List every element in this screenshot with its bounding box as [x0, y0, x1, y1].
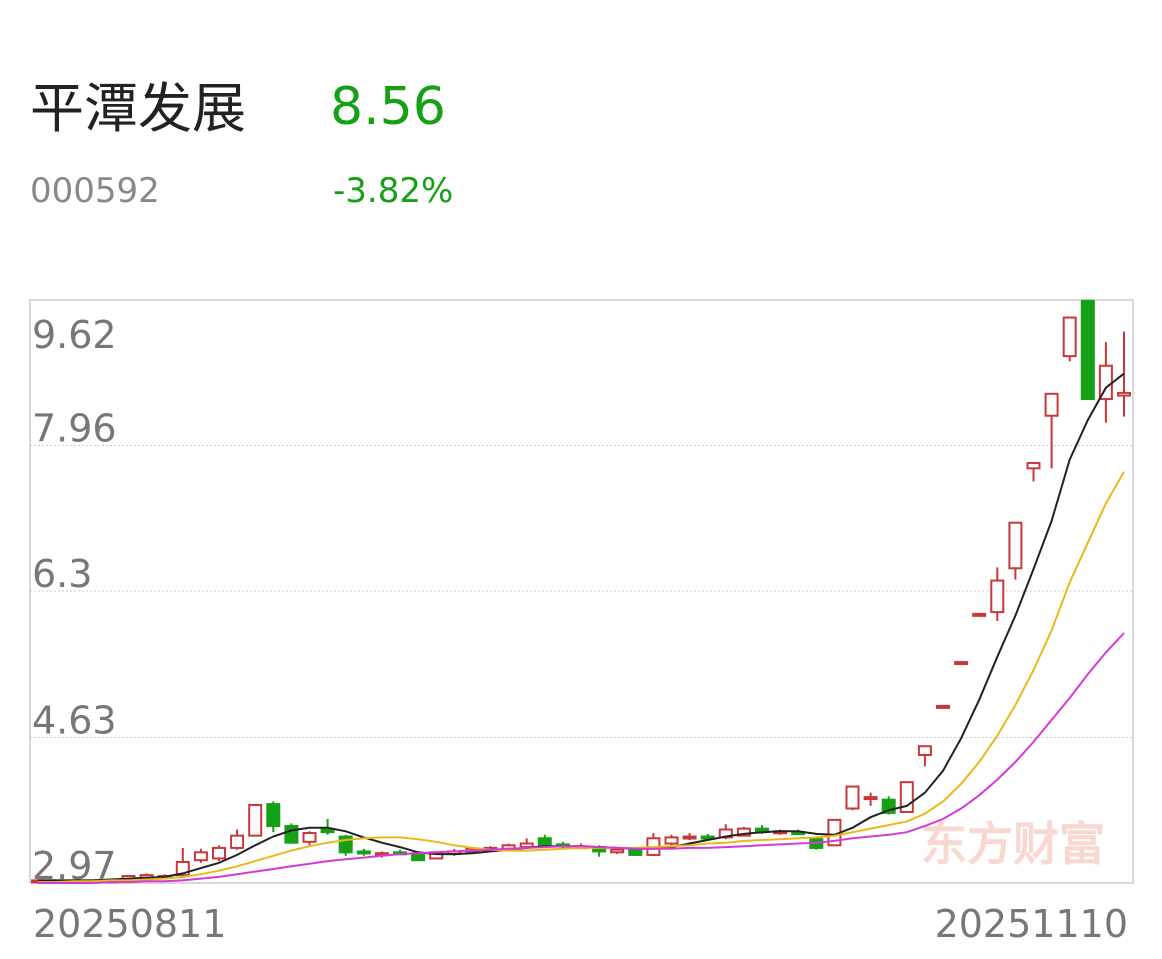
candle-body	[1026, 462, 1041, 470]
y-tick-label: 6.3	[32, 552, 92, 596]
candle-body	[320, 828, 335, 834]
candle-body	[954, 661, 969, 666]
candle-body	[1008, 521, 1023, 570]
candle-body	[193, 851, 208, 862]
y-tick-label: 4.63	[32, 698, 117, 742]
candle-body	[917, 745, 932, 757]
candle-body	[1044, 392, 1059, 417]
candle-body	[284, 825, 299, 844]
moving-average-line	[38, 632, 1125, 884]
candle-body	[537, 837, 552, 848]
candle-body	[990, 579, 1005, 614]
moving-average-line	[38, 372, 1125, 882]
candle-body	[664, 836, 679, 845]
candle-body	[212, 846, 226, 860]
stock-price: 8.56	[330, 77, 446, 137]
candle-body	[610, 848, 625, 854]
stock-name: 平潭发展	[30, 77, 246, 140]
candle-body	[1080, 299, 1095, 401]
x-tick-label: 20251110	[935, 902, 1128, 946]
moving-average-line	[38, 471, 1125, 884]
candle-body	[863, 796, 878, 801]
stock-change: -3.82%	[333, 171, 453, 211]
candle-body	[736, 827, 751, 837]
candle-body	[1062, 316, 1077, 358]
candle-body	[266, 803, 281, 828]
candle-body	[972, 612, 987, 617]
candle-body	[302, 832, 317, 843]
candle-body	[845, 785, 860, 810]
candle-body	[248, 803, 263, 837]
candle-body	[1117, 391, 1131, 397]
candle-body	[230, 834, 245, 849]
candle-body	[356, 850, 371, 855]
y-tick-label: 9.62	[32, 313, 117, 357]
watermark: 东方财富	[921, 817, 1105, 871]
candle-body	[682, 835, 697, 840]
y-tick-label: 7.96	[32, 407, 117, 451]
x-tick-label: 20250811	[33, 902, 226, 946]
candle-body	[936, 704, 950, 709]
stock-code: 000592	[30, 171, 160, 211]
candle-body	[700, 835, 715, 840]
